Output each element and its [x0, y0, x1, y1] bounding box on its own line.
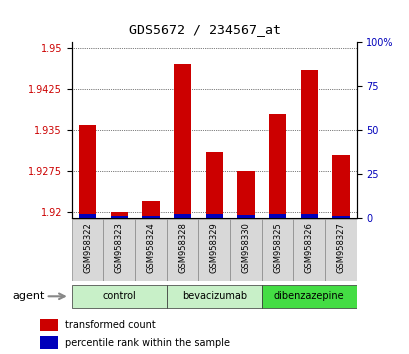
- Text: percentile rank within the sample: percentile rank within the sample: [65, 338, 230, 348]
- Bar: [110, 212, 128, 218]
- Bar: [135, 219, 166, 281]
- Text: GSM958328: GSM958328: [178, 223, 187, 273]
- Text: transformed count: transformed count: [65, 320, 156, 330]
- Text: GSM958326: GSM958326: [304, 223, 313, 273]
- Bar: [40, 336, 58, 349]
- Bar: [142, 201, 159, 218]
- Bar: [72, 219, 103, 281]
- Bar: [236, 171, 254, 218]
- Bar: [166, 219, 198, 281]
- Text: GSM958322: GSM958322: [83, 223, 92, 273]
- Bar: [331, 216, 349, 218]
- Text: dibenzazepine: dibenzazepine: [273, 291, 344, 302]
- Bar: [205, 152, 222, 218]
- Bar: [198, 219, 229, 281]
- Bar: [300, 70, 317, 218]
- Bar: [205, 214, 222, 218]
- Bar: [261, 219, 293, 281]
- Text: GDS5672 / 234567_at: GDS5672 / 234567_at: [129, 23, 280, 36]
- Bar: [236, 215, 254, 218]
- Bar: [324, 219, 356, 281]
- Bar: [142, 216, 159, 218]
- Bar: [173, 214, 191, 218]
- Text: GSM958330: GSM958330: [241, 223, 250, 273]
- Bar: [166, 285, 261, 308]
- Bar: [173, 64, 191, 218]
- Bar: [261, 285, 356, 308]
- Bar: [79, 214, 96, 218]
- Text: GSM958329: GSM958329: [209, 223, 218, 273]
- Bar: [268, 114, 285, 218]
- Text: GSM958325: GSM958325: [272, 223, 281, 273]
- Text: GSM958323: GSM958323: [115, 223, 124, 273]
- Text: agent: agent: [12, 291, 45, 301]
- Text: GSM958324: GSM958324: [146, 223, 155, 273]
- Text: control: control: [102, 291, 136, 302]
- Text: GSM958327: GSM958327: [335, 223, 344, 273]
- Bar: [103, 219, 135, 281]
- Bar: [40, 319, 58, 331]
- Bar: [110, 216, 128, 218]
- Bar: [72, 285, 166, 308]
- Bar: [293, 219, 324, 281]
- Bar: [331, 155, 349, 218]
- Bar: [229, 219, 261, 281]
- Text: bevacizumab: bevacizumab: [181, 291, 246, 302]
- Bar: [268, 214, 285, 218]
- Bar: [300, 214, 317, 218]
- Bar: [79, 125, 96, 218]
